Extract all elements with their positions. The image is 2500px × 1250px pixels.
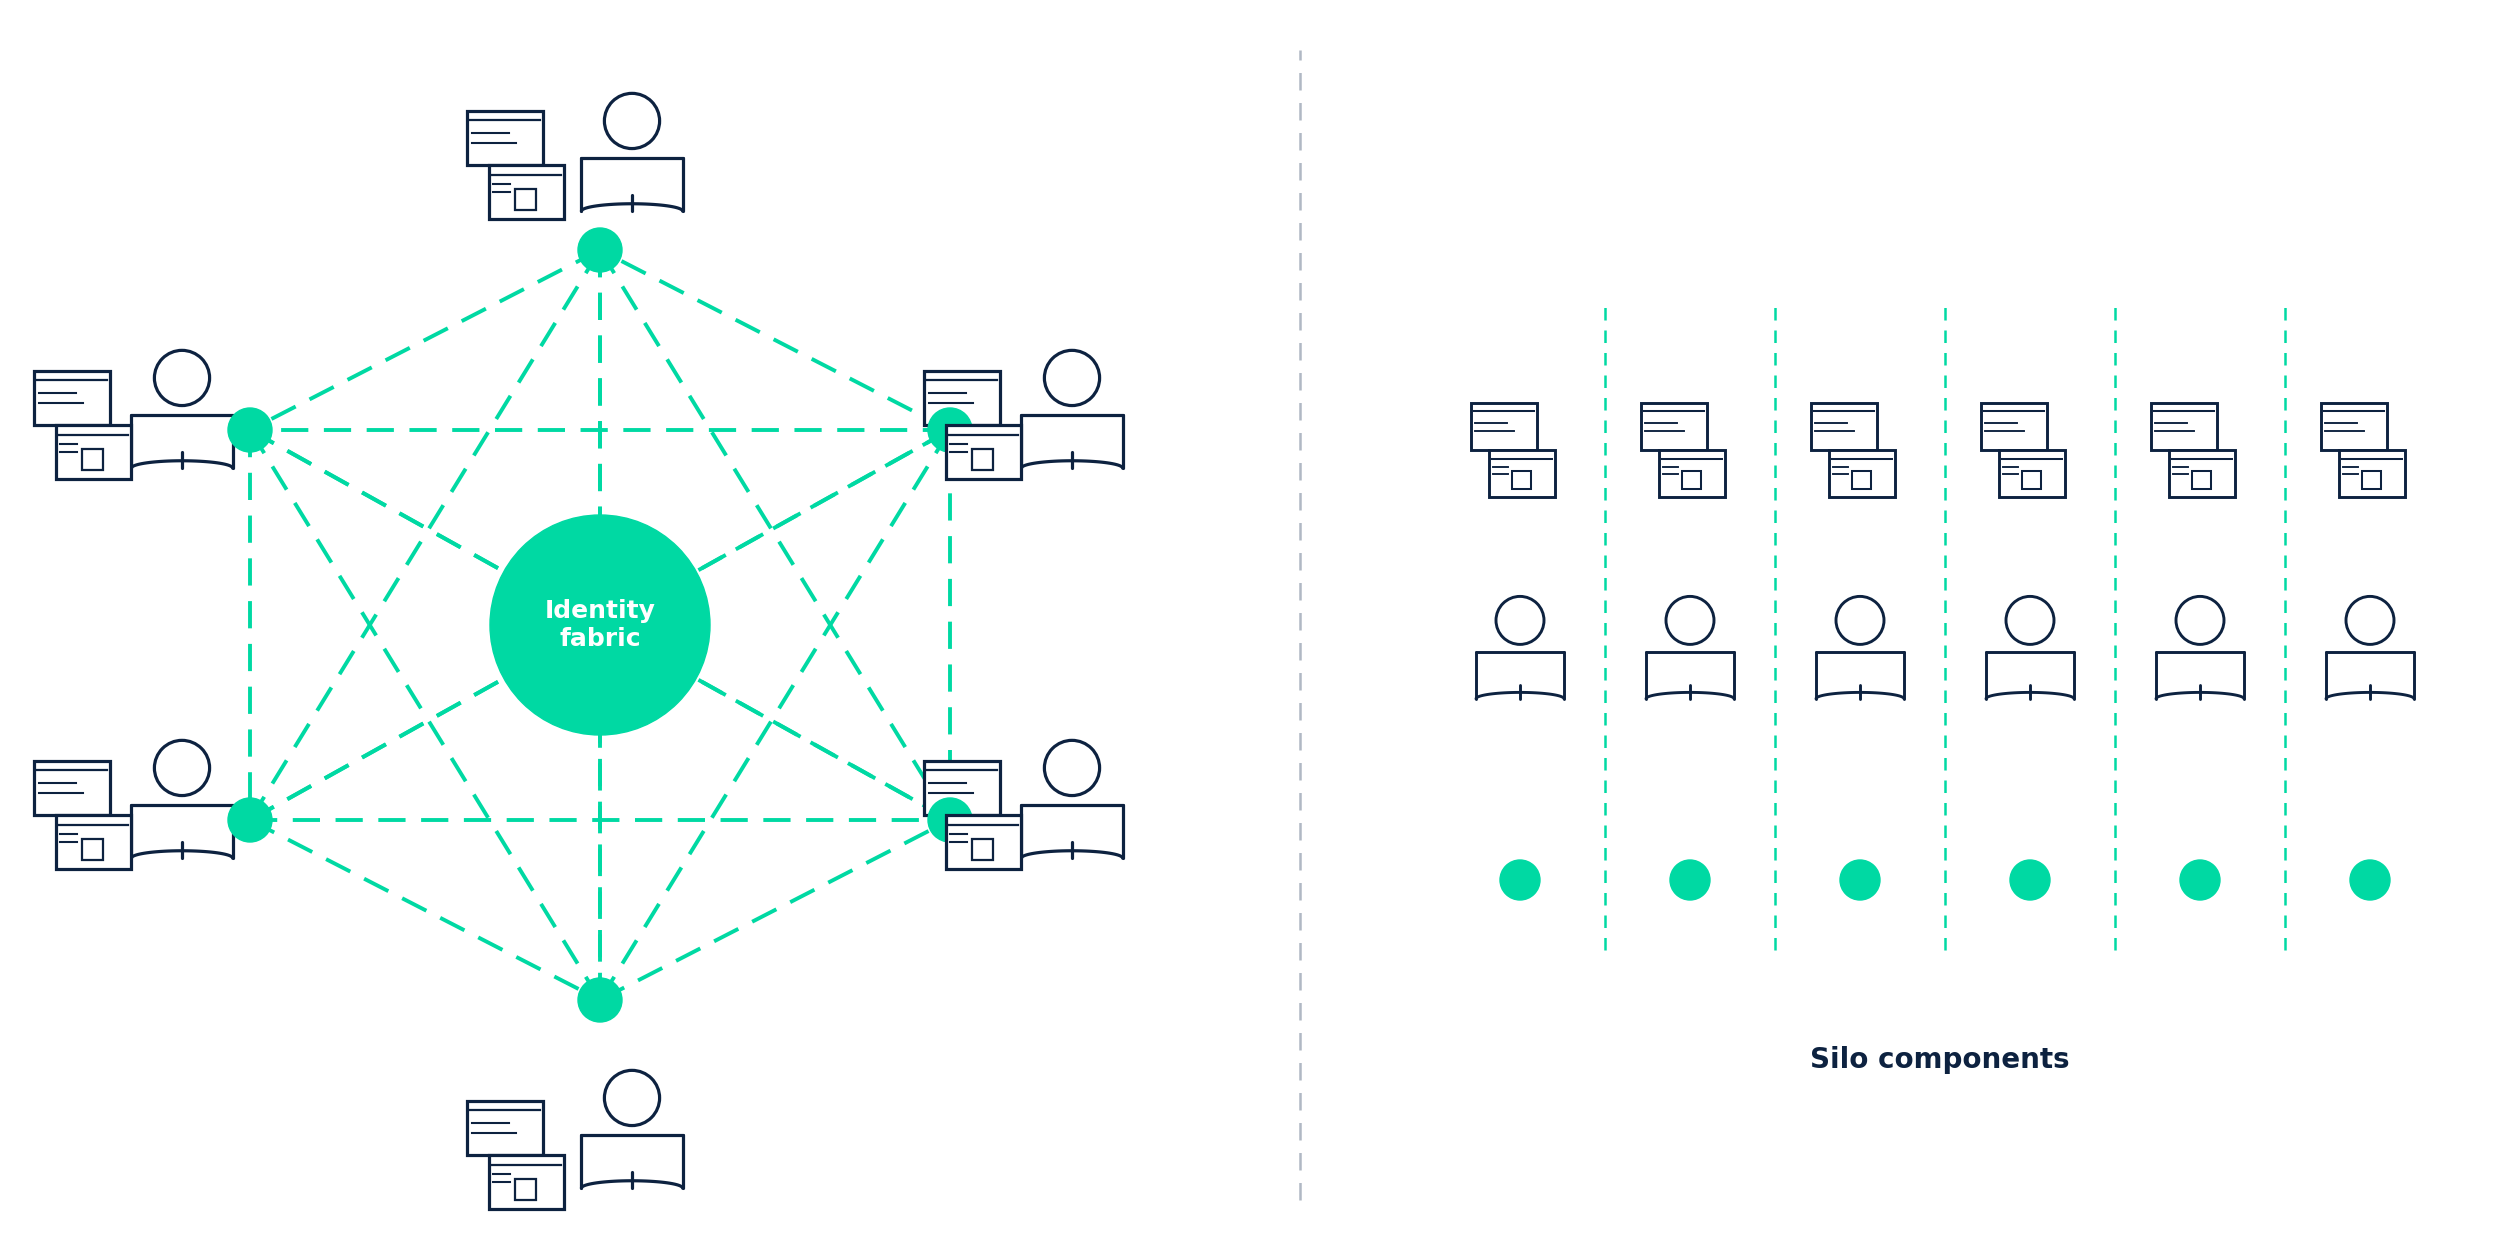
Circle shape (1835, 596, 1885, 645)
Circle shape (578, 228, 622, 272)
Circle shape (2005, 596, 2055, 645)
FancyBboxPatch shape (925, 761, 1000, 815)
Circle shape (928, 798, 972, 842)
Circle shape (578, 978, 622, 1022)
Circle shape (928, 408, 972, 452)
Circle shape (2180, 860, 2220, 900)
Circle shape (228, 408, 272, 452)
FancyBboxPatch shape (2362, 471, 2380, 489)
FancyBboxPatch shape (1512, 471, 1530, 489)
FancyBboxPatch shape (2023, 471, 2040, 489)
FancyBboxPatch shape (1490, 450, 1555, 498)
Circle shape (1045, 740, 1100, 795)
Circle shape (228, 798, 272, 842)
Circle shape (155, 350, 210, 405)
FancyBboxPatch shape (1660, 450, 1725, 498)
FancyBboxPatch shape (925, 371, 1000, 425)
FancyBboxPatch shape (1640, 402, 1708, 450)
FancyBboxPatch shape (972, 449, 992, 470)
Circle shape (1495, 596, 1545, 645)
Circle shape (490, 515, 710, 735)
FancyBboxPatch shape (945, 425, 1020, 479)
Circle shape (1500, 860, 1540, 900)
Circle shape (1840, 860, 1880, 900)
Circle shape (2350, 860, 2390, 900)
FancyBboxPatch shape (2192, 471, 2210, 489)
FancyBboxPatch shape (1682, 471, 1700, 489)
FancyBboxPatch shape (2150, 402, 2218, 450)
FancyBboxPatch shape (2320, 402, 2388, 450)
Circle shape (1670, 860, 1710, 900)
FancyBboxPatch shape (82, 449, 102, 470)
Circle shape (2175, 596, 2225, 645)
FancyBboxPatch shape (2000, 450, 2065, 498)
FancyBboxPatch shape (972, 839, 992, 860)
FancyBboxPatch shape (1830, 450, 1895, 498)
FancyBboxPatch shape (55, 815, 130, 869)
Circle shape (155, 740, 210, 795)
FancyBboxPatch shape (515, 1179, 535, 1200)
Circle shape (1045, 350, 1100, 405)
FancyBboxPatch shape (35, 761, 110, 815)
FancyBboxPatch shape (35, 371, 110, 425)
Circle shape (2010, 860, 2050, 900)
FancyBboxPatch shape (1852, 471, 1870, 489)
FancyBboxPatch shape (488, 1155, 565, 1209)
FancyBboxPatch shape (468, 1101, 542, 1155)
FancyBboxPatch shape (2340, 450, 2405, 498)
Circle shape (605, 94, 660, 149)
FancyBboxPatch shape (515, 189, 535, 210)
Circle shape (605, 1070, 660, 1125)
FancyBboxPatch shape (488, 165, 565, 219)
FancyBboxPatch shape (945, 815, 1020, 869)
Text: Identity
fabric: Identity fabric (545, 599, 655, 651)
FancyBboxPatch shape (2170, 450, 2235, 498)
FancyBboxPatch shape (1470, 402, 1538, 450)
FancyBboxPatch shape (82, 839, 102, 860)
Text: Silo components: Silo components (1810, 1046, 2070, 1074)
FancyBboxPatch shape (1810, 402, 1878, 450)
FancyBboxPatch shape (468, 111, 542, 165)
FancyBboxPatch shape (55, 425, 130, 479)
Circle shape (2345, 596, 2395, 645)
Circle shape (1665, 596, 1715, 645)
FancyBboxPatch shape (1980, 402, 2047, 450)
